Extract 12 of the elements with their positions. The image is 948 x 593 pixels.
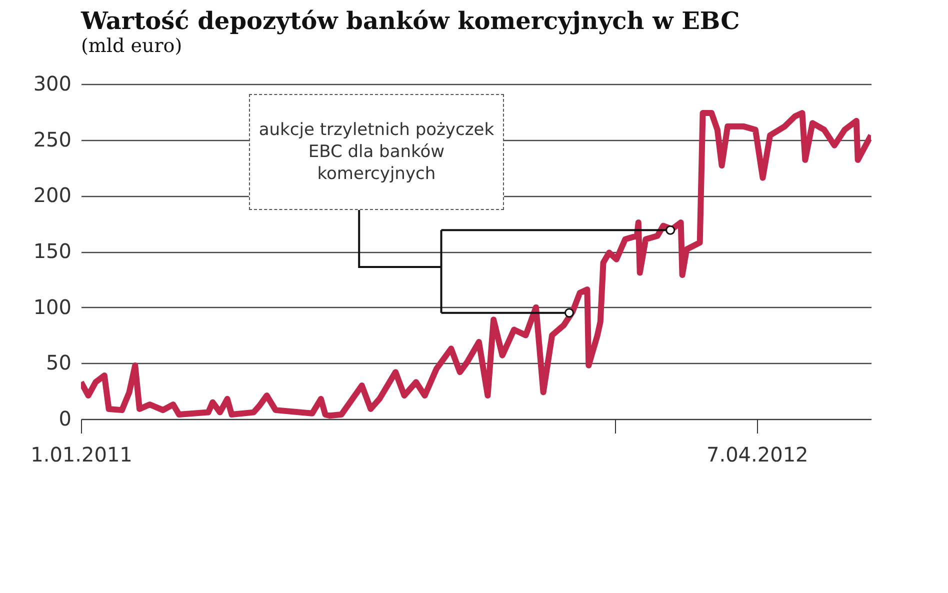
x-tick-label: 7.04.2012: [706, 442, 808, 466]
y-tick-label: 200: [33, 183, 72, 208]
y-tick-label: 0: [58, 406, 72, 430]
chart-subtitle: (mld euro): [81, 35, 182, 57]
y-tick-label: 50: [46, 350, 72, 375]
callout-box: aukcje trzyletnich pożyczek EBC dla banków komercyjnych: [249, 94, 504, 210]
y-tick-label: 100: [33, 294, 72, 319]
x-tick-label: 1.01.2011: [30, 442, 132, 466]
y-tick-label: 250: [33, 127, 72, 152]
chart-title: Wartość depozytów banków komercyjnych w EBC: [80, 6, 740, 35]
y-tick-label: 300: [33, 72, 72, 96]
y-tick-label: 150: [33, 239, 72, 263]
